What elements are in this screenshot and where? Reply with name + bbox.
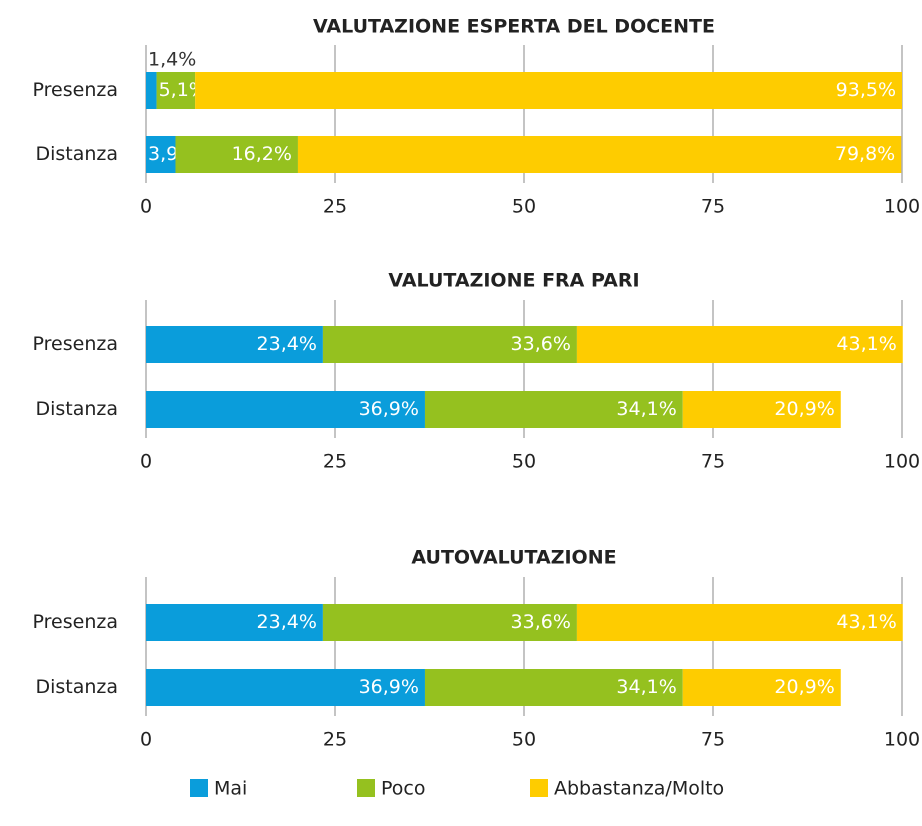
bar-segment	[146, 136, 176, 173]
x-tick-label: 100	[884, 451, 920, 473]
x-tick-label: 25	[323, 196, 347, 218]
x-tick-label: 0	[140, 451, 152, 473]
bar-segment	[195, 72, 902, 109]
data-label: 5,1%	[159, 79, 207, 101]
x-tick-label: 0	[140, 729, 152, 751]
legend-swatch	[357, 779, 375, 797]
x-tick-label: 50	[512, 451, 536, 473]
chart-title: VALUTAZIONE FRA PARI	[388, 270, 639, 292]
bar-segment	[146, 604, 323, 641]
x-tick-label: 25	[323, 451, 347, 473]
legend-swatch	[530, 779, 548, 797]
data-label: 33,6%	[511, 333, 571, 355]
data-label: 34,1%	[616, 398, 676, 420]
bar-segment	[146, 72, 157, 109]
bar-segment	[322, 604, 577, 641]
bar-segment	[576, 326, 903, 363]
chart-title: VALUTAZIONE ESPERTA DEL DOCENTE	[313, 16, 715, 38]
x-tick-label: 0	[140, 196, 152, 218]
y-tick-label: Presenza	[33, 611, 118, 633]
bar-segment	[322, 326, 577, 363]
data-label: 33,6%	[511, 611, 571, 633]
bar-segment	[175, 136, 298, 173]
y-tick-label: Distanza	[35, 398, 118, 420]
x-tick-label: 75	[701, 729, 725, 751]
bar-segment	[297, 136, 902, 173]
bar-segment	[146, 669, 425, 706]
x-tick-label: 25	[323, 729, 347, 751]
data-label: 23,4%	[257, 333, 317, 355]
y-tick-label: Distanza	[35, 143, 118, 165]
data-label: 23,4%	[257, 611, 317, 633]
x-tick-label: 100	[884, 729, 920, 751]
bar-segment	[146, 391, 425, 428]
data-label: 43,1%	[836, 611, 896, 633]
data-label: 20,9%	[774, 676, 834, 698]
y-tick-label: Presenza	[33, 333, 118, 355]
chart-title: AUTOVALUTAZIONE	[411, 547, 616, 569]
data-label: 93,5%	[836, 79, 896, 101]
x-tick-label: 75	[701, 196, 725, 218]
legend-label: Mai	[214, 778, 247, 800]
bar-segment	[682, 669, 841, 706]
x-tick-label: 50	[512, 196, 536, 218]
data-label: 36,9%	[359, 676, 419, 698]
bar-segment	[682, 391, 841, 428]
data-label: 34,1%	[616, 676, 676, 698]
data-label: 43,1%	[836, 333, 896, 355]
bar-segment	[146, 326, 323, 363]
legend-label: Abbastanza/Molto	[554, 778, 724, 800]
legend-label: Poco	[381, 778, 425, 800]
legend-swatch	[190, 779, 208, 797]
x-tick-label: 75	[701, 451, 725, 473]
y-tick-label: Distanza	[35, 676, 118, 698]
data-label: 20,9%	[774, 398, 834, 420]
bar-segment	[156, 72, 196, 109]
data-label: 1,4%	[148, 49, 196, 71]
data-label: 79,8%	[835, 143, 895, 165]
bar-segment	[424, 669, 683, 706]
x-tick-label: 50	[512, 729, 536, 751]
x-tick-label: 100	[884, 196, 920, 218]
y-tick-label: Presenza	[33, 79, 118, 101]
bar-segment	[576, 604, 903, 641]
data-label: 36,9%	[359, 398, 419, 420]
data-label: 16,2%	[232, 143, 292, 165]
bar-segment	[424, 391, 683, 428]
